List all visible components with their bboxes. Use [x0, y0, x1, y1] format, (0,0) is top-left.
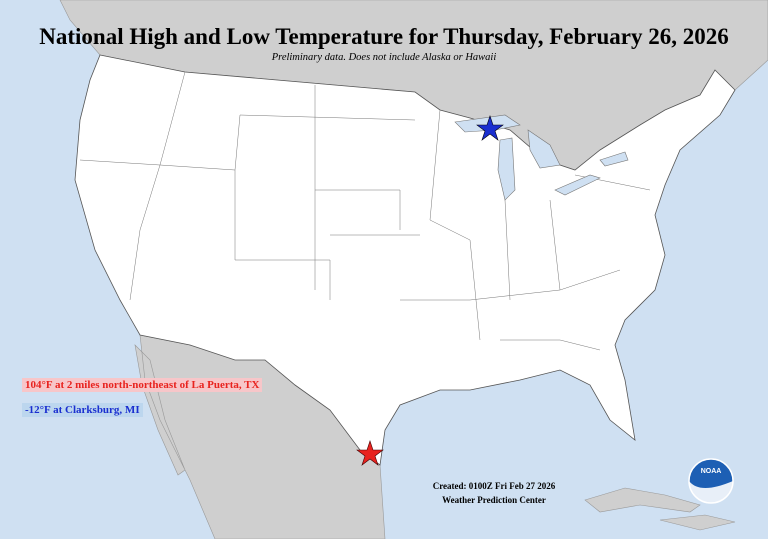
noaa-logo: NOAA: [688, 458, 734, 504]
title: National High and Low Temperature for Th…: [39, 24, 728, 49]
high-label: 104°F at 2 miles north-northeast of La P…: [22, 378, 263, 392]
united-states: [74, 54, 736, 466]
caribbean: [584, 487, 736, 531]
subtitle: Preliminary data. Does not include Alask…: [271, 52, 497, 63]
center: Weather Prediction Center: [442, 495, 546, 505]
created: Created: 0100Z Fri Feb 27 2026: [433, 481, 556, 491]
low-marker: [476, 115, 504, 141]
logo-text: NOAA: [701, 468, 722, 475]
state-borders: [79, 71, 651, 351]
high-marker: [356, 440, 384, 466]
low-label: -12°F at Clarksburg, MI: [22, 403, 143, 417]
